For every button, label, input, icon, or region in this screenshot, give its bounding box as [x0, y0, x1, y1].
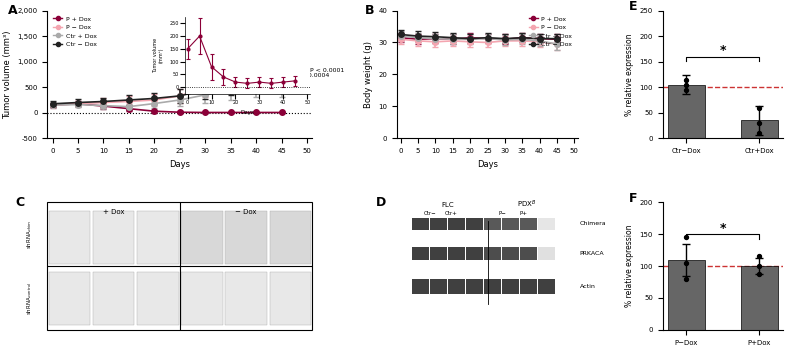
Bar — [49, 211, 90, 264]
Bar — [668, 85, 705, 138]
Text: Ctr+: Ctr+ — [445, 211, 458, 216]
Bar — [502, 247, 519, 260]
Bar — [484, 218, 501, 230]
Y-axis label: % relative expression: % relative expression — [625, 33, 634, 116]
Bar — [741, 266, 778, 330]
Point — [680, 87, 693, 93]
Text: *: * — [720, 45, 726, 58]
Bar — [484, 247, 501, 260]
Text: + Dox: + Dox — [103, 208, 124, 214]
Point — [680, 260, 693, 266]
Bar — [137, 211, 179, 264]
Text: shRNA$_{chim}$: shRNA$_{chim}$ — [25, 219, 34, 249]
Text: FLC: FLC — [441, 202, 454, 208]
Point — [753, 263, 766, 269]
Bar — [448, 218, 465, 230]
Bar — [430, 247, 447, 260]
Text: shRNA$_{control}$: shRNA$_{control}$ — [25, 281, 34, 315]
Point — [680, 77, 693, 82]
Bar — [520, 279, 537, 294]
Bar — [411, 218, 429, 230]
Point — [753, 105, 766, 111]
Bar — [430, 279, 447, 294]
Bar — [49, 272, 90, 325]
Text: A: A — [8, 4, 17, 17]
Bar — [520, 218, 537, 230]
Text: B: B — [365, 4, 374, 17]
Bar — [520, 247, 537, 260]
Text: Ctr−: Ctr− — [423, 211, 436, 216]
Bar — [93, 211, 134, 264]
Bar — [137, 272, 179, 325]
Bar — [538, 247, 555, 260]
X-axis label: Days: Days — [169, 160, 191, 168]
Point — [753, 130, 766, 136]
Legend: P + Dox, P − Dox, Ctr + Dox, Ctr − Dox: P + Dox, P − Dox, Ctr + Dox, Ctr − Dox — [51, 14, 99, 49]
Text: Actin: Actin — [580, 284, 596, 289]
Text: D: D — [376, 196, 386, 209]
Bar — [270, 211, 311, 264]
Point — [680, 276, 693, 282]
Text: E: E — [629, 0, 638, 13]
Bar — [225, 272, 267, 325]
Bar — [181, 211, 223, 264]
Bar — [466, 218, 483, 230]
Text: P+: P+ — [520, 211, 528, 216]
Point — [753, 120, 766, 126]
Bar — [93, 272, 134, 325]
Y-axis label: % relative expression: % relative expression — [625, 225, 634, 307]
Legend: P + Dox, P − Dox, Ctr + Dox, Ctr − Dox: P + Dox, P − Dox, Ctr + Dox, Ctr − Dox — [526, 14, 575, 49]
Bar — [538, 279, 555, 294]
Bar — [448, 247, 465, 260]
Bar — [484, 279, 501, 294]
Text: PDX$^B$: PDX$^B$ — [517, 198, 537, 210]
Bar — [668, 260, 705, 330]
Bar — [466, 247, 483, 260]
Text: C: C — [16, 196, 25, 209]
Point — [680, 234, 693, 240]
Bar — [181, 272, 223, 325]
Bar — [466, 279, 483, 294]
Bar — [225, 211, 267, 264]
Text: P < 0.0001: P < 0.0001 — [310, 68, 344, 73]
Bar — [448, 279, 465, 294]
Text: P = 0.0004: P = 0.0004 — [294, 73, 329, 78]
Text: *: * — [720, 221, 726, 234]
Bar — [270, 272, 311, 325]
Bar — [411, 279, 429, 294]
Bar — [741, 120, 778, 138]
Bar — [502, 279, 519, 294]
Y-axis label: Body weight (g): Body weight (g) — [364, 41, 373, 108]
Bar — [430, 218, 447, 230]
Text: − Dox: − Dox — [236, 208, 257, 214]
Bar — [411, 247, 429, 260]
Point — [753, 271, 766, 277]
Bar — [502, 218, 519, 230]
Point — [753, 254, 766, 259]
Bar — [538, 218, 555, 230]
Text: PRKACA: PRKACA — [580, 251, 604, 256]
Text: F: F — [629, 192, 638, 205]
Point — [680, 82, 693, 87]
Text: Chimera: Chimera — [580, 221, 606, 226]
Text: P−: P− — [498, 211, 506, 216]
Y-axis label: Tumor volume (mm³): Tumor volume (mm³) — [3, 30, 12, 119]
X-axis label: Days: Days — [477, 160, 498, 168]
